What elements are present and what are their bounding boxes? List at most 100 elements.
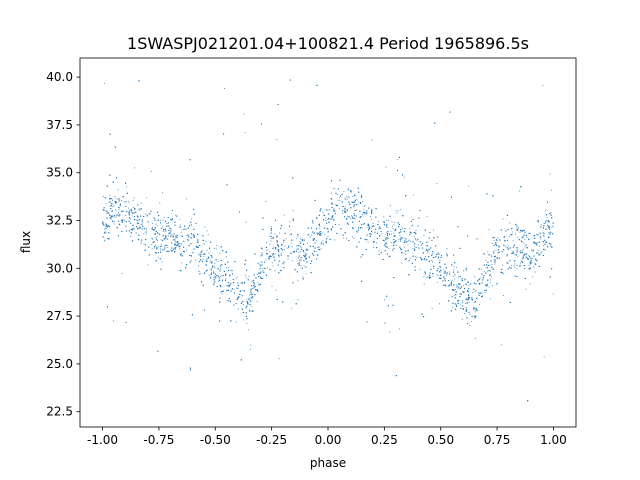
data-point — [361, 214, 363, 216]
data-point — [501, 251, 503, 253]
data-point — [151, 244, 153, 246]
data-point — [151, 228, 153, 230]
data-point — [274, 259, 276, 261]
data-point — [404, 240, 406, 242]
data-point — [536, 253, 538, 255]
data-point — [491, 255, 493, 257]
data-point — [168, 227, 170, 229]
data-point — [423, 258, 425, 260]
data-point — [231, 270, 233, 272]
data-point — [151, 248, 153, 250]
data-point — [319, 231, 321, 233]
data-point — [362, 213, 364, 215]
data-point — [395, 210, 397, 212]
data-point — [322, 212, 324, 214]
data-point — [143, 233, 145, 235]
data-point — [531, 249, 533, 251]
data-point — [266, 253, 268, 255]
data-point — [513, 244, 515, 246]
data-point — [157, 219, 159, 221]
data-point — [358, 241, 360, 243]
data-point — [475, 310, 477, 312]
data-point — [213, 247, 215, 249]
data-point — [446, 248, 448, 250]
data-point — [219, 270, 221, 272]
data-point — [453, 269, 455, 271]
data-point — [369, 226, 371, 228]
data-point — [130, 222, 132, 224]
data-point — [455, 291, 457, 293]
data-point — [105, 223, 107, 225]
data-point — [421, 244, 422, 246]
data-point — [546, 214, 548, 216]
data-point — [428, 237, 430, 239]
data-point — [507, 239, 508, 241]
data-point — [517, 227, 519, 229]
data-point — [549, 228, 551, 230]
data-point — [250, 297, 252, 299]
data-point — [496, 283, 498, 285]
data-point — [200, 255, 202, 257]
data-point — [126, 230, 128, 232]
data-point — [386, 243, 388, 245]
data-point — [469, 314, 471, 316]
data-point — [544, 249, 546, 251]
data-point — [530, 261, 532, 263]
data-point — [119, 205, 121, 207]
data-point — [153, 241, 155, 243]
data-point — [467, 297, 469, 299]
data-point — [364, 239, 366, 241]
data-point — [380, 231, 382, 233]
data-point — [209, 247, 211, 249]
data-point — [471, 299, 473, 301]
data-point — [486, 284, 488, 286]
data-point — [523, 253, 525, 255]
data-point — [181, 255, 183, 257]
data-point — [360, 216, 362, 218]
data-point — [284, 245, 286, 247]
data-point — [432, 253, 434, 255]
data-point — [433, 267, 435, 269]
data-point — [535, 258, 537, 260]
data-point — [356, 232, 358, 234]
data-point — [398, 328, 400, 330]
data-point — [448, 285, 450, 287]
data-point — [483, 264, 485, 266]
data-point — [237, 308, 239, 310]
data-point — [402, 215, 404, 217]
data-point — [150, 170, 152, 172]
data-point — [113, 205, 115, 207]
data-point — [500, 271, 502, 273]
data-point — [296, 245, 298, 247]
data-point — [247, 303, 249, 305]
data-point — [423, 235, 425, 237]
data-point — [369, 233, 371, 235]
data-point — [333, 187, 335, 189]
data-point — [250, 301, 252, 303]
data-point — [468, 185, 470, 187]
data-point — [520, 264, 522, 266]
data-point — [394, 229, 396, 231]
data-point — [354, 201, 356, 203]
data-point — [233, 288, 235, 290]
data-point — [519, 251, 521, 253]
data-point — [492, 251, 494, 253]
data-point — [251, 281, 253, 283]
data-point — [303, 239, 305, 241]
data-point — [325, 240, 327, 242]
data-point — [518, 239, 520, 241]
data-point — [364, 205, 366, 207]
data-point — [283, 214, 285, 216]
data-point — [537, 221, 539, 223]
data-point — [527, 258, 529, 260]
data-point — [384, 240, 385, 242]
data-point — [277, 264, 279, 266]
data-point — [128, 212, 130, 214]
data-point — [401, 227, 403, 229]
data-point — [540, 252, 542, 254]
data-point — [383, 224, 385, 226]
data-point — [210, 268, 212, 269]
data-point — [526, 253, 527, 255]
data-point — [191, 314, 193, 316]
data-point — [485, 289, 487, 291]
